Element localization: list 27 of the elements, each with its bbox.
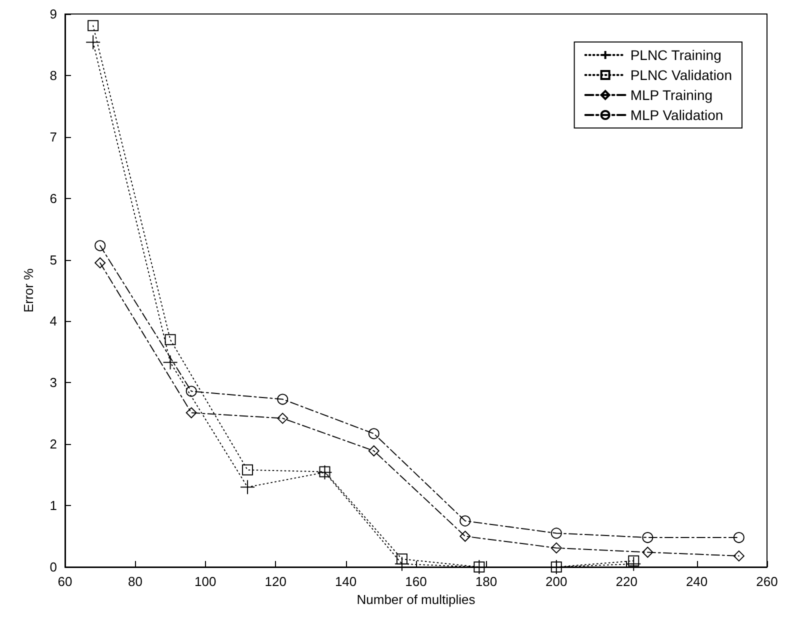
y-tick-label: 1 (50, 498, 57, 514)
legend-label: PLNC Validation (630, 67, 732, 83)
x-axis-title: Number of multiplies (356, 592, 476, 607)
y-tick-label: 0 (50, 560, 57, 574)
y-tick-label: 2 (50, 436, 57, 452)
x-tick-label: 200 (546, 574, 568, 589)
y-tick-label: 4 (50, 314, 57, 329)
y-tick-label: 7 (50, 129, 57, 144)
y-tick-label: 9 (50, 6, 57, 22)
x-tick-label: 140 (334, 574, 357, 589)
x-tick-label: 180 (475, 574, 498, 589)
x-tick-label: 240 (686, 574, 708, 589)
legend-label: PLNC Training (630, 47, 722, 63)
y-tick-label: 8 (50, 68, 57, 83)
x-tick-label: 120 (264, 574, 286, 589)
x-tick-label: 100 (194, 574, 216, 589)
legend-label: MLP Validation (630, 107, 724, 123)
x-tick-label: 260 (756, 574, 778, 589)
x-tick-label: 60 (58, 574, 72, 589)
y-tick-label: 3 (50, 375, 57, 390)
legend-label: MLP Training (630, 87, 713, 103)
x-tick-label: 80 (128, 574, 142, 589)
y-tick-label: 6 (50, 190, 57, 206)
y-axis-title: Error % (21, 268, 36, 313)
x-tick-label: 160 (405, 574, 427, 589)
y-tick-label: 5 (50, 252, 57, 268)
x-tick-label: 220 (616, 574, 638, 589)
